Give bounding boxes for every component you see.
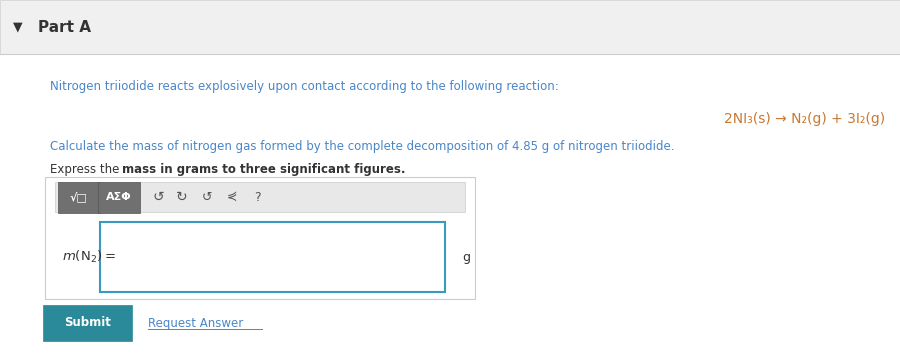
Text: Express the: Express the xyxy=(50,162,123,175)
Text: Part A: Part A xyxy=(38,20,91,35)
Text: ↺: ↺ xyxy=(152,190,164,204)
Text: Nitrogen triiodide reacts explosively upon contact according to the following re: Nitrogen triiodide reacts explosively up… xyxy=(50,79,559,92)
Text: ⋞: ⋞ xyxy=(227,190,238,203)
Text: ↺: ↺ xyxy=(202,190,212,203)
Text: Request Answer: Request Answer xyxy=(148,317,243,329)
FancyBboxPatch shape xyxy=(55,182,465,212)
FancyBboxPatch shape xyxy=(0,0,900,54)
FancyBboxPatch shape xyxy=(100,222,445,292)
Text: g: g xyxy=(462,250,470,264)
Text: ?: ? xyxy=(254,190,260,203)
Text: ΑΣΦ: ΑΣΦ xyxy=(106,192,131,202)
FancyBboxPatch shape xyxy=(43,305,132,341)
Text: 2NI₃(s) → N₂(g) + 3I₂(g): 2NI₃(s) → N₂(g) + 3I₂(g) xyxy=(724,112,885,126)
FancyBboxPatch shape xyxy=(98,182,140,213)
FancyBboxPatch shape xyxy=(45,177,475,299)
Text: ▼: ▼ xyxy=(14,20,22,33)
FancyBboxPatch shape xyxy=(58,182,100,213)
Text: Submit: Submit xyxy=(64,317,111,329)
Text: mass in grams to three significant figures.: mass in grams to three significant figur… xyxy=(122,162,406,175)
Text: $m(\mathrm{N_2})=$: $m(\mathrm{N_2})=$ xyxy=(62,249,116,265)
Text: ↻: ↻ xyxy=(176,190,188,204)
Text: √□: √□ xyxy=(70,191,88,202)
Text: Calculate the mass of nitrogen gas formed by the complete decomposition of 4.85 : Calculate the mass of nitrogen gas forme… xyxy=(50,139,674,153)
